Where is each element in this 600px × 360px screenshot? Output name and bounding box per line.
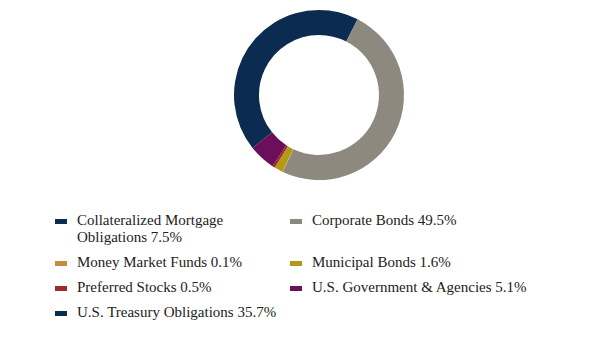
legend: Collateralized MortgageObligations 7.5%C…: [55, 212, 527, 320]
slice: [234, 10, 319, 148]
legend-text: 1.6%: [420, 254, 451, 270]
legend-label: Money Market Funds 0.1%: [77, 254, 242, 270]
chart: Collateralized MortgageObligations 7.5%C…: [0, 0, 600, 360]
legend-label: U.S. Government & Agencies 5.1%: [312, 279, 527, 295]
legend-text: 7.5%: [151, 229, 182, 245]
legend-text: U.S. Treasury Obligations: [77, 304, 237, 320]
legend-label: Municipal Bonds 1.6%: [312, 254, 451, 270]
legend-text: 0.5%: [180, 279, 211, 295]
legend-text: Preferred Stocks: [77, 279, 180, 295]
legend-label: Corporate Bonds 49.5%: [312, 212, 457, 228]
legend-swatch: [290, 286, 302, 291]
legend-text: Collateralized Mortgage: [77, 212, 224, 228]
legend-label: Collateralized MortgageObligations 7.5%: [77, 212, 224, 245]
legend-text: 5.1%: [495, 279, 526, 295]
legend-swatch: [55, 261, 67, 266]
legend-swatch: [290, 219, 302, 224]
legend-label: U.S. Treasury Obligations 35.7%: [77, 304, 276, 320]
legend-text: Municipal Bonds: [312, 254, 420, 270]
legend-swatch: [55, 311, 67, 316]
legend-text: U.S. Government & Agencies: [312, 279, 495, 295]
legend-swatch: [55, 286, 67, 291]
legend-swatch: [55, 219, 67, 224]
legend-text: 0.1%: [211, 254, 242, 270]
legend-swatch: [290, 261, 302, 266]
legend-text: Obligations: [77, 229, 151, 245]
slice: [283, 19, 404, 180]
donut: [234, 10, 404, 180]
legend-text: 35.7%: [237, 304, 276, 320]
legend-text: 49.5%: [418, 212, 457, 228]
legend-text: Corporate Bonds: [312, 212, 418, 228]
legend-text: Money Market Funds: [77, 254, 211, 270]
legend-label: Preferred Stocks 0.5%: [77, 279, 212, 295]
